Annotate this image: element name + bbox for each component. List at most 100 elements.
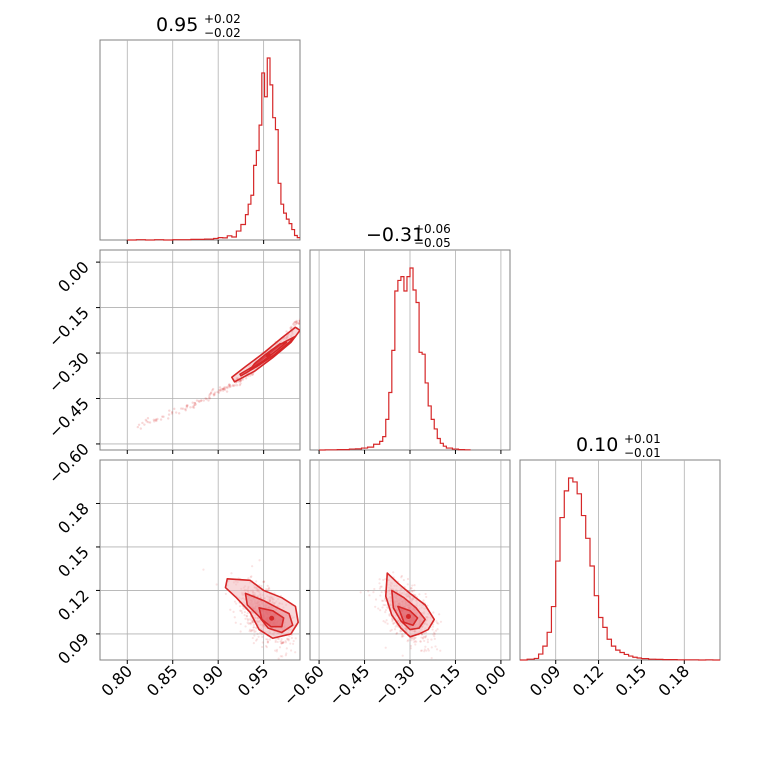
- scatter-point: [435, 648, 439, 651]
- scatter-point: [218, 389, 221, 392]
- scatter-point: [221, 387, 225, 391]
- scatter-point: [379, 594, 382, 597]
- scatter-point: [401, 633, 404, 636]
- scatter-point: [170, 412, 174, 415]
- title-upper-1: +0.06: [414, 222, 451, 236]
- scatter-point: [413, 636, 416, 639]
- scatter-point: [221, 389, 225, 392]
- scatter-point: [205, 397, 208, 401]
- scatter-point: [232, 384, 235, 388]
- scatter-point: [280, 642, 283, 645]
- scatter-point: [239, 630, 242, 633]
- scatter-point: [437, 622, 440, 625]
- scatter-point: [143, 423, 146, 426]
- scatter-point: [383, 598, 387, 601]
- scatter-point: [292, 322, 295, 326]
- title-upper-0: +0.02: [204, 12, 241, 26]
- scatter-point: [438, 613, 441, 616]
- scatter-point: [227, 384, 230, 387]
- scatter-point: [225, 385, 229, 389]
- title-median-0: 0.95: [156, 14, 198, 36]
- scatter-point: [292, 321, 296, 325]
- scatter-point: [242, 607, 245, 610]
- scatter-point: [244, 377, 248, 380]
- scatter-point: [434, 645, 437, 648]
- scatter-point: [265, 646, 268, 649]
- scatter-point: [265, 638, 268, 641]
- scatter-point: [266, 641, 269, 644]
- scatter-point: [192, 404, 196, 407]
- hist-line-2: [520, 477, 720, 661]
- scatter-point: [147, 420, 150, 424]
- scatter-point: [136, 425, 140, 429]
- scatter-point: [295, 321, 299, 325]
- scatter-point: [252, 621, 255, 624]
- scatter-point: [218, 386, 222, 389]
- scatter-point: [388, 614, 391, 617]
- scatter-point: [384, 621, 387, 624]
- scatter-point: [153, 420, 156, 423]
- scatter-point: [185, 404, 188, 408]
- title-lower-0: −0.02: [204, 26, 241, 40]
- scatter-point: [299, 320, 300, 323]
- scatter-point: [392, 571, 395, 574]
- scatter-point: [266, 584, 269, 587]
- scatter-point: [252, 642, 255, 645]
- scatter-point: [219, 389, 223, 392]
- scatter-point: [262, 580, 265, 583]
- scatter-point: [266, 638, 269, 641]
- scatter-point: [152, 418, 156, 422]
- scatter-point: [248, 630, 251, 633]
- x-tick-label-p1-2: −0.30: [371, 661, 419, 709]
- scatter-point: [162, 415, 165, 418]
- scatter-point: [251, 636, 254, 640]
- scatter-point: [251, 629, 254, 632]
- scatter-point: [279, 655, 282, 658]
- scatter-point: [228, 384, 232, 387]
- scatter-point: [359, 591, 362, 594]
- scatter-point: [410, 590, 413, 593]
- scatter-point: [170, 410, 174, 414]
- scatter-point: [279, 640, 282, 643]
- scatter-point: [194, 403, 197, 406]
- scatter-point: [167, 413, 171, 416]
- scatter-point: [161, 415, 164, 418]
- scatter-point: [290, 325, 293, 329]
- scatter-point: [184, 408, 187, 411]
- x-tick-label-p1-1: −0.45: [325, 661, 373, 709]
- scatter-point: [189, 406, 192, 409]
- scatter-point: [274, 640, 277, 644]
- scatter-point: [413, 584, 416, 587]
- scatter-point: [223, 387, 226, 391]
- scatter-point: [249, 623, 252, 626]
- scatter-point: [252, 628, 256, 632]
- scatter-point: [193, 401, 197, 405]
- scatter-point: [382, 620, 385, 623]
- scatter-point: [252, 623, 255, 627]
- scatter-point: [220, 387, 223, 391]
- scatter-point: [249, 374, 252, 377]
- scatter-point: [248, 618, 251, 621]
- scatter-point: [259, 631, 262, 634]
- scatter-point: [223, 386, 226, 389]
- scatter-point: [380, 599, 384, 602]
- scatter-point: [249, 576, 252, 579]
- scatter-point: [409, 644, 413, 648]
- x-tick-label-p0-3: 0.95: [234, 661, 273, 700]
- scatter-point: [215, 583, 218, 586]
- scatter-point: [228, 385, 231, 389]
- scatter-point: [156, 417, 159, 421]
- scatter-point: [239, 382, 242, 385]
- scatter-point: [243, 610, 247, 614]
- scatter-point: [430, 656, 433, 660]
- scatter-point: [266, 640, 270, 643]
- scatter-point: [419, 649, 423, 652]
- title-upper-2: +0.01: [624, 432, 661, 446]
- scatter-point: [284, 654, 287, 657]
- scatter-point: [281, 641, 284, 645]
- y-tick-label-p2-2: 0.12: [54, 586, 93, 625]
- scatter-point: [268, 587, 271, 590]
- title-median-1: −0.31: [366, 224, 424, 246]
- scatter-point: [430, 638, 433, 641]
- scatter-point: [243, 614, 246, 617]
